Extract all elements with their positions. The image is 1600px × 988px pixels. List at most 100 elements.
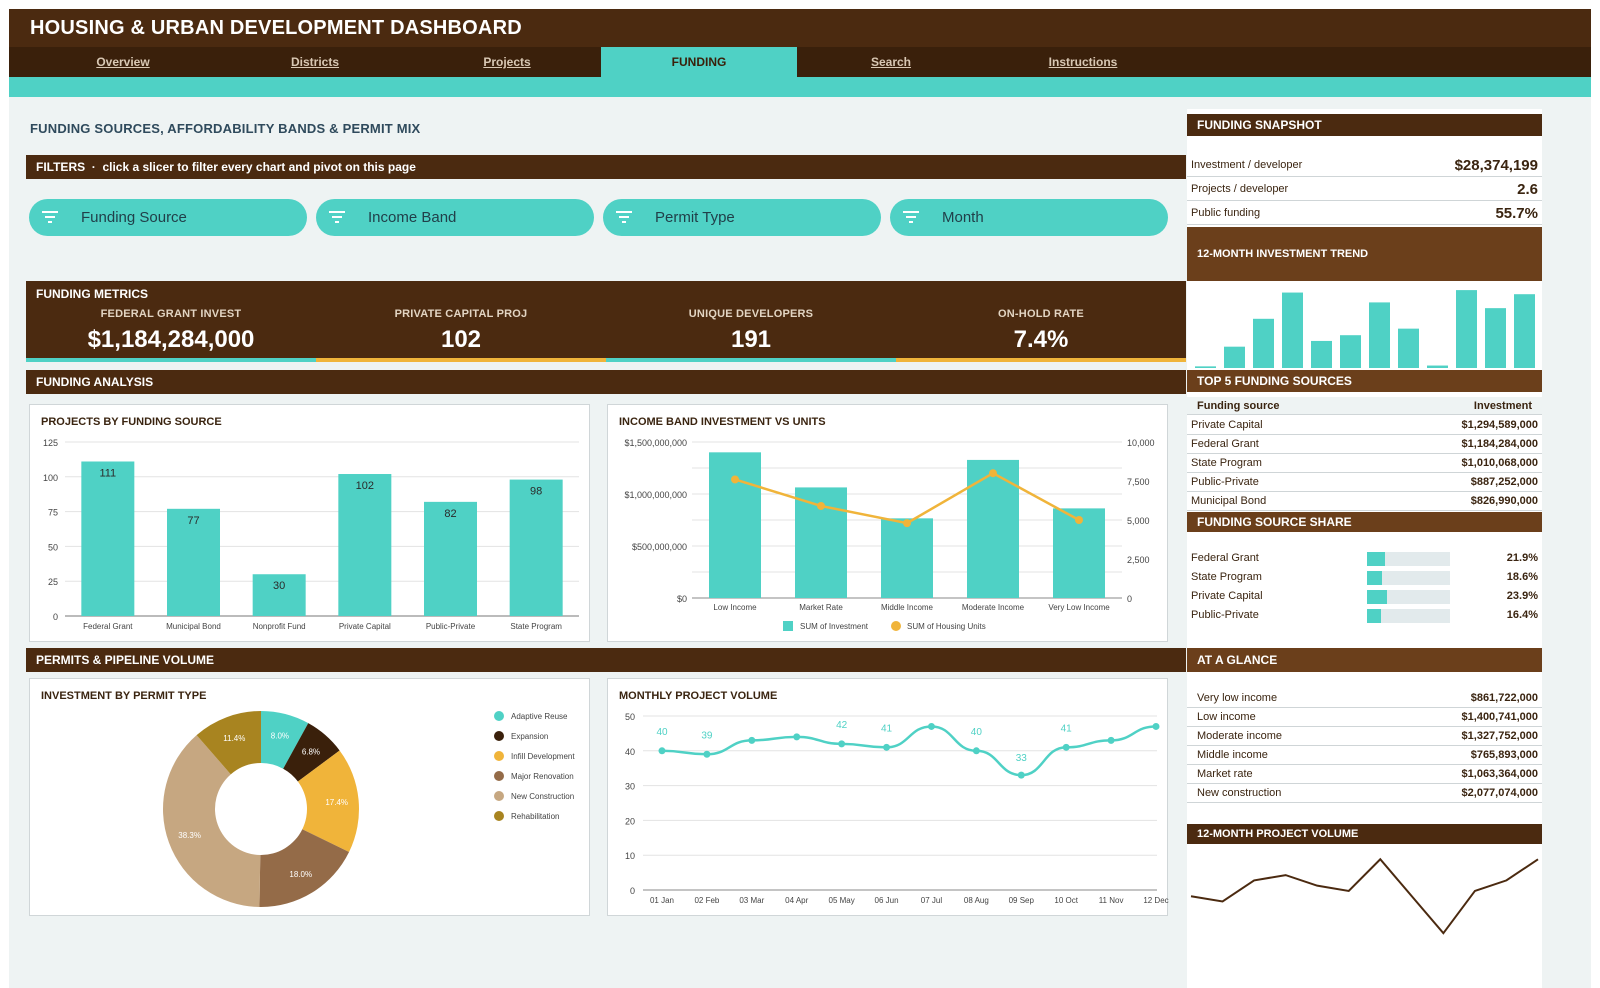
kpi-accent — [26, 358, 316, 362]
nav-bar: Overview Districts Projects FUNDING Sear… — [9, 47, 1591, 77]
volume-point — [972, 747, 980, 755]
title-bar: HOUSING & URBAN DEVELOPMENT DASHBOARD — [9, 9, 1591, 47]
slicer-funding-source[interactable]: Funding Source — [29, 199, 307, 236]
slicer-permit-type[interactable]: Permit Type — [603, 199, 881, 236]
glance-row: Moderate income $1,327,752,000 — [1187, 727, 1542, 746]
x-tick-label: Market Rate — [799, 603, 843, 612]
legend-label: Expansion — [511, 732, 548, 741]
glance-value: $861,722,000 — [1470, 692, 1538, 704]
share-title: FUNDING SOURCE SHARE — [1187, 512, 1542, 532]
data-label: 39 — [701, 730, 713, 741]
filter-icon — [616, 211, 632, 223]
share-track — [1367, 590, 1450, 604]
trend-bar — [1282, 292, 1303, 368]
y-right-tick: 5,000 — [1127, 516, 1150, 526]
snapshot-row: Investment / developer $28,374,199 — [1187, 155, 1542, 177]
trend-bar — [1340, 335, 1361, 368]
glance-value: $1,063,364,000 — [1461, 768, 1538, 780]
x-tick-label: Low Income — [713, 603, 757, 612]
kpi-accent — [896, 358, 1186, 362]
x-tick-label: Public-Private — [426, 622, 476, 631]
kpi-value: $1,184,284,000 — [87, 326, 255, 353]
y-left-tick: $1,500,000,000 — [624, 438, 687, 448]
tab-projects[interactable]: Projects — [483, 55, 531, 69]
legend-label: New Construction — [511, 792, 574, 801]
x-tick-label: State Program — [510, 622, 562, 631]
bar — [167, 508, 220, 616]
project-volume-sparkline — [1190, 857, 1539, 935]
kpi-on-hold-rate: ON-HOLD RATE 7.4% — [896, 281, 1186, 362]
permits-bar: PERMITS & PIPELINE VOLUME — [26, 648, 1186, 672]
x-tick-label: 06 Jun — [875, 896, 899, 905]
trend-bar — [1485, 308, 1506, 368]
slicer-income-band[interactable]: Income Band — [316, 199, 594, 236]
data-label: 82 — [444, 508, 456, 520]
glance-value: $2,077,074,000 — [1461, 787, 1538, 799]
dashboard-frame: HOUSING & URBAN DEVELOPMENT DASHBOARD Ov… — [9, 9, 1591, 988]
filter-icon — [42, 211, 58, 223]
slicer-label: Funding Source — [81, 209, 187, 226]
legend-swatch — [494, 811, 504, 821]
y-tick-label: 20 — [625, 816, 635, 826]
donut-slice — [261, 711, 309, 769]
card-income-band: $0 $500,000,000 $1,000,000,000 $1,500,000,0… — [607, 404, 1168, 642]
volume-point — [838, 740, 846, 748]
share-label: Federal Grant — [1191, 552, 1259, 564]
dashboard-title: HOUSING & URBAN DEVELOPMENT DASHBOARD — [30, 17, 522, 39]
y-left-tick: $1,000,000,000 — [624, 490, 687, 500]
tab-overview[interactable]: Overview — [96, 55, 150, 69]
x-tick-label: 08 Aug — [964, 896, 989, 905]
bar — [252, 574, 306, 616]
volume-point — [658, 747, 666, 755]
slice-label: 18.0% — [289, 870, 312, 879]
metrics-title: FUNDING METRICS — [36, 287, 148, 301]
volume-sparkline — [1190, 857, 1539, 935]
glance-label: Very low income — [1197, 692, 1278, 704]
tab-search[interactable]: Search — [870, 55, 912, 69]
share-label: State Program — [1191, 571, 1262, 583]
kpi-accent — [606, 358, 896, 362]
data-label: 40 — [971, 727, 983, 738]
trend-bar — [1224, 346, 1245, 368]
card-projects-by-source: 0 25 50 75 100 125 111 Federal Grant 77 Municipal… — [29, 404, 590, 642]
glance-value: $765,893,000 — [1470, 749, 1538, 761]
volume-point — [1107, 736, 1115, 744]
slice-label: 8.0% — [271, 731, 289, 740]
tab-districts[interactable]: Districts — [290, 55, 340, 69]
legend-swatch — [494, 791, 504, 801]
units-point — [817, 501, 825, 510]
kpi-label: ON-HOLD RATE — [998, 308, 1084, 320]
x-tick-label: Moderate Income — [962, 603, 1025, 612]
x-tick-label: 03 Mar — [739, 896, 764, 905]
legend-swatch — [494, 731, 504, 741]
slicer-month[interactable]: Month — [890, 199, 1168, 236]
top5-row: Private Capital $1,294,589,000 — [1187, 416, 1542, 435]
kpi-federal-grant: FEDERAL GRANT INVEST $1,184,284,000 — [26, 281, 316, 362]
top5-row: State Program $1,010,068,000 — [1187, 454, 1542, 473]
kpi-label: FEDERAL GRANT INVEST — [100, 308, 242, 320]
data-label: 77 — [187, 515, 199, 527]
x-tick-label: Federal Grant — [83, 622, 133, 631]
y-tick-label: 50 — [48, 542, 58, 552]
share-row: State Program 18.6% — [1187, 568, 1542, 587]
data-label: 33 — [1016, 753, 1028, 764]
legend-label: Rehabilitation — [511, 812, 559, 821]
trend-bar — [1369, 302, 1390, 368]
bar — [881, 518, 933, 598]
glance-value: $1,400,741,000 — [1461, 711, 1538, 723]
share-track — [1367, 571, 1450, 585]
volume-point — [927, 722, 935, 730]
slicer-label: Month — [942, 209, 984, 226]
snapshot-row: Public funding 55.7% — [1187, 203, 1542, 225]
x-tick-label: Middle Income — [881, 603, 934, 612]
tab-instructions[interactable]: Instructions — [1048, 55, 1118, 69]
side-panel: FUNDING SNAPSHOT Investment / developer … — [1187, 109, 1542, 988]
share-value: 18.6% — [1506, 571, 1538, 583]
data-label: 40 — [656, 727, 668, 738]
trend-bar — [1311, 340, 1332, 368]
donut-slice — [259, 829, 350, 907]
share-fill — [1367, 571, 1383, 585]
card-monthly-volume: 0 10 20 30 40 50 40 01 Jan 39 02 Feb 03 Mar 04 Apr 4… — [607, 678, 1169, 916]
tab-funding[interactable]: FUNDING — [601, 47, 797, 77]
units-point — [903, 519, 911, 528]
